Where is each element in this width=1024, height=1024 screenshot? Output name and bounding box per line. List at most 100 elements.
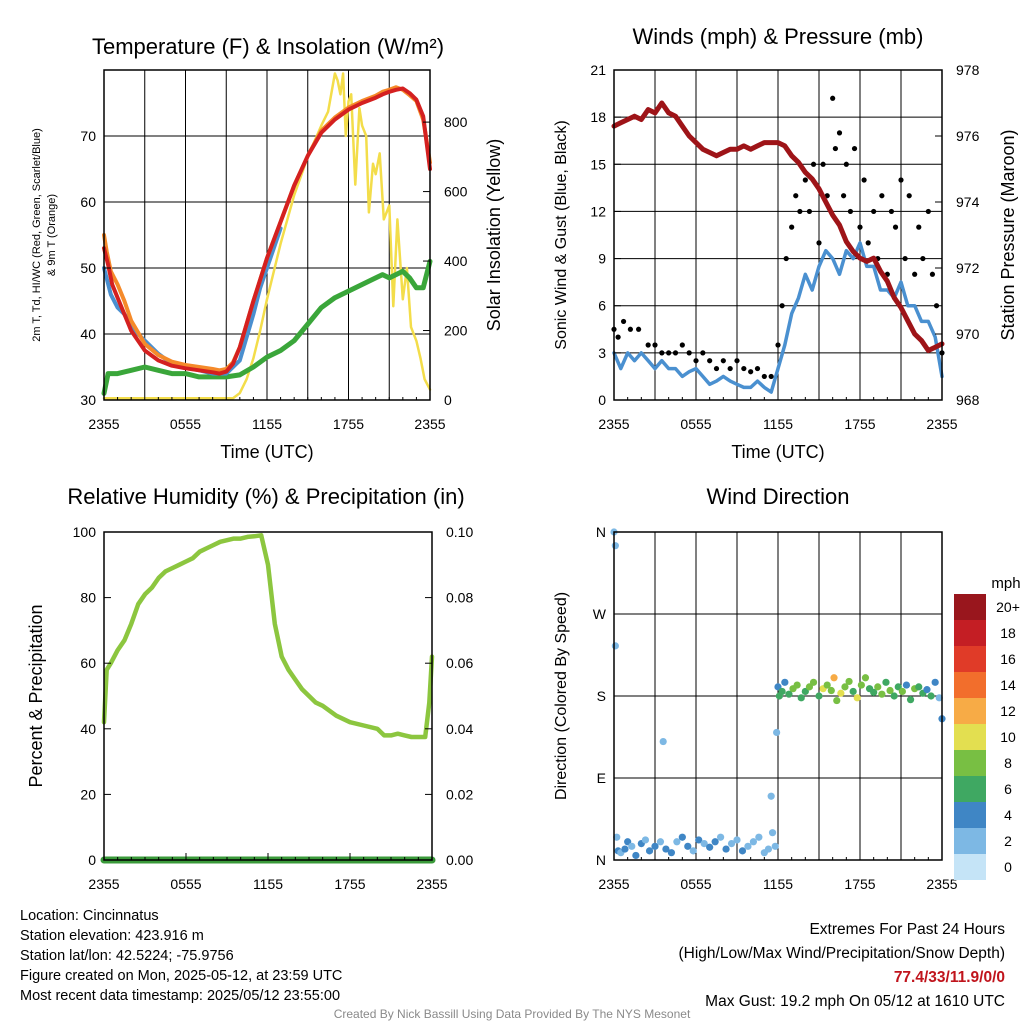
wind-gust-point [898,177,904,183]
colorbar-label: 14 [1000,677,1016,693]
wind-gust-point [836,130,843,136]
wind-series-sonic [612,241,944,394]
wind-ytick-label: 21 [590,62,606,78]
wind-ytick-label: 3 [598,345,606,361]
dir-point [727,840,736,848]
dir-point [768,829,777,837]
wind-gust-point [916,224,922,230]
dir-point [849,687,857,696]
wind-gust-point [636,326,642,332]
wind-gust-point [679,342,685,348]
extremes-heading: Extremes For Past 24 Hours [809,921,1005,938]
rh-y2tick-label: 0.08 [446,590,473,606]
dir-point [823,681,831,689]
dir-point [678,833,686,841]
temp-yaxis-label-line1: 2m T, Td, HI/WC (Red, Green, Scarlet/Blu… [31,128,43,342]
wind-xtick-label: 2355 [598,416,629,432]
colorbar-swatch [954,750,986,776]
wind-gust-point [789,224,795,230]
wind-gust-point [843,161,849,167]
wind-gust-point [902,255,908,262]
temp-y2tick-label: 800 [444,114,468,130]
wind-gust-point [734,358,740,364]
colorbar-swatch [954,594,986,620]
dir-ytick-label: N [596,852,606,868]
extremes-block: Extremes For Past 24 Hours (High/Low/Max… [679,918,1006,1014]
rh-ytick-label: 20 [80,786,96,802]
wind-gust-point [707,358,713,364]
rh-y2tick-label: 0.10 [446,524,473,540]
colorbar-title: mph [991,575,1020,592]
wind-gust-point [816,240,822,246]
dir-point [853,694,861,702]
wind-gust-point [841,193,847,199]
colorbar-label: 20+ [996,599,1020,615]
temp-y2tick-label: 0 [444,392,452,408]
station-info: Location: Cincinnatus Station elevation:… [20,906,342,1006]
wind-gust-point [659,350,665,356]
temp-panel: Temperature (F) & Insolation (W/m²) 30 40… [31,34,504,462]
wind-xtick-label: 1155 [763,416,793,432]
colorbar-label: 6 [1004,781,1012,797]
wind-gust-point [797,208,803,215]
dir-point [845,677,853,686]
rh-y2tick-label: 0.04 [446,721,473,737]
dir-point [632,851,640,860]
dir-point [755,833,763,841]
dir-point [711,838,719,846]
wind-gust-point [847,208,854,215]
dir-point [809,678,818,686]
rh-series-group [100,533,436,864]
wind-series-group [611,95,945,394]
wind-gust-point [925,208,931,215]
wind-gust-point [666,350,672,356]
dir-point [645,847,654,855]
dir-point [662,845,670,853]
dir-point [874,683,882,691]
rh-y2tick-label: 0.02 [446,786,473,802]
credit-line: Created By Nick Bassill Using Data Provi… [333,1007,691,1021]
wind-ytick-label: 6 [598,298,606,314]
rh-xtick-label: 2355 [416,876,447,892]
wind-gust-point [879,193,885,199]
wind-gridlines [614,69,942,401]
dir-ytick-label: W [593,606,607,622]
dir-point [841,683,849,691]
dir-panel: Wind Direction N E S W N 2355 0555 1155 1755 2355… [553,484,1021,892]
dir-point [906,696,915,704]
wind-xtick-label: 2355 [926,416,957,432]
temp-ticks: 30 40 50 60 70 0 200 400 600 800 2355 0555 1155 1755 2… [80,114,467,432]
wind-xaxis-label: Time (UTC) [731,442,824,462]
temp-xtick-label: 1155 [252,416,282,432]
wind-gust-point [892,224,899,230]
wind-ytick-label: 12 [590,203,606,219]
colorbar-swatch [954,828,986,854]
dir-point [785,690,793,698]
rh-ytick-label: 0 [88,852,96,868]
wind-gust-point [810,161,817,167]
wind-ticks: 0 3 6 9 12 15 18 21 968 970 972 974 976 978 2355 0555 11… [590,62,979,432]
wind-gust-point [871,208,877,215]
station-latlon: Station lat/lon: 42.5224; -75.9756 [20,948,234,964]
temp-gridlines [104,70,430,401]
colorbar-swatch [954,776,986,802]
dir-point [706,843,714,851]
wind-gust-point [783,255,789,262]
dir-point [771,842,779,850]
colorbar-swatch [954,646,986,672]
wind-ytick-label: 9 [598,251,606,267]
extremes-values: 77.4/33/11.9/0/0 [893,969,1005,986]
dir-point [738,847,747,855]
colorbar-swatch [954,698,986,724]
wind-gust-point [754,365,761,372]
wind-y2axis-label: Station Pressure (Maroon) [998,129,1018,340]
wind-gust-point [748,369,754,375]
wind-gust-point [830,95,836,101]
colorbar-swatch [954,802,986,828]
wind-panel-title: Winds (mph) & Pressure (mb) [633,24,924,49]
dir-point [700,840,708,848]
extremes-legend: (High/Low/Max Wind/Precipitation/Snow De… [678,945,1006,962]
colorbar-label: 16 [1000,651,1016,667]
rh-y2tick-label: 0.06 [446,655,473,671]
